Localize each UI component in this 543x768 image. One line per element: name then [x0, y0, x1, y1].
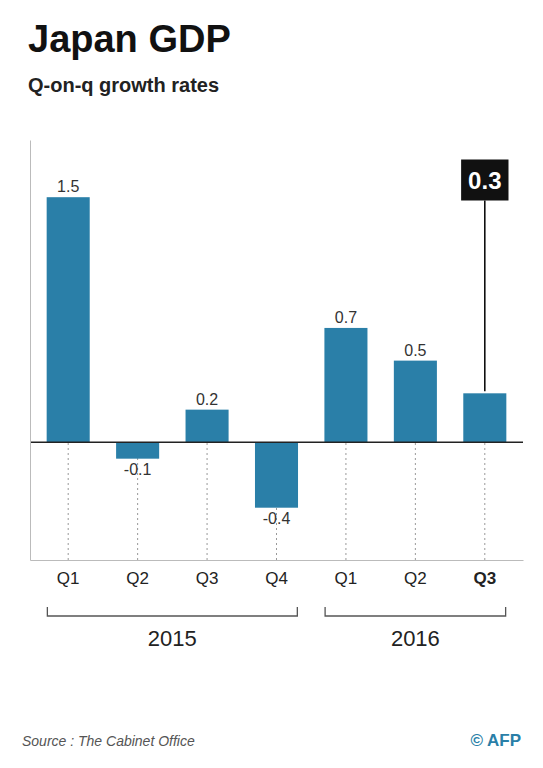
- data-label: 0.5: [404, 342, 426, 359]
- zero-line: [30, 442, 523, 444]
- x-tick-label: Q2: [126, 569, 149, 588]
- x-tick: Q2: [404, 560, 427, 588]
- x-tick-label: Q1: [57, 569, 80, 588]
- guide-line: [68, 442, 69, 560]
- bar: [47, 197, 90, 442]
- bar: [394, 361, 437, 443]
- group-bracket: [325, 607, 506, 616]
- bar: [324, 328, 367, 442]
- group-bracket: [47, 607, 297, 616]
- credit: © AFP: [470, 731, 521, 750]
- x-tick: Q3: [196, 560, 219, 588]
- x-tick: Q3: [473, 560, 496, 588]
- guide-line: [207, 442, 208, 560]
- source: Source : The Cabinet Office: [22, 733, 195, 749]
- data-label: 0.2: [196, 391, 218, 408]
- subtitle: Q-on-q growth rates: [28, 74, 219, 96]
- group-label: 2015: [148, 626, 197, 651]
- data-label: 0.3: [468, 167, 501, 194]
- chart: Japan GDP Q-on-q growth rates Q1 Q2 Q3 Q4 Q1 Q2…: [0, 0, 543, 768]
- x-tick-label: Q3: [196, 569, 219, 588]
- y-axis-line: [30, 141, 31, 561]
- x-tick-label: Q3: [473, 569, 496, 588]
- data-label: 1.5: [57, 178, 79, 195]
- group-label: 2016: [391, 626, 440, 651]
- x-tick: Q2: [126, 560, 149, 588]
- bar: [255, 442, 298, 507]
- highlight-label: 0.3: [461, 160, 508, 392]
- data-label: -0.1: [124, 461, 152, 478]
- x-tick: Q4: [265, 560, 288, 588]
- x-axis-line: [31, 560, 524, 561]
- label-connector: [484, 201, 486, 392]
- category-groups: 2015 2016: [47, 607, 505, 651]
- x-tick-label: Q2: [404, 569, 427, 588]
- guide-line: [484, 442, 485, 560]
- label-box: [461, 160, 508, 201]
- data-labels: 1.5 -0.1 0.2 -0.4 0.7 0.5 0.3: [57, 160, 508, 527]
- guides: [68, 442, 485, 560]
- x-tick: Q1: [335, 560, 358, 588]
- x-axis: Q1 Q2 Q3 Q4 Q1 Q2 Q3: [31, 560, 524, 588]
- bar: [463, 393, 506, 442]
- data-label: 0.7: [335, 309, 357, 326]
- title: Japan GDP: [28, 18, 231, 60]
- guide-line: [415, 442, 416, 560]
- data-label: -0.4: [263, 510, 291, 527]
- y-axis: [30, 141, 31, 561]
- guide-line: [345, 442, 346, 560]
- x-tick-label: Q4: [265, 569, 288, 588]
- bar: [116, 442, 159, 458]
- x-tick: Q1: [57, 560, 80, 588]
- bars: [47, 197, 507, 508]
- bar: [186, 410, 229, 443]
- x-tick-label: Q1: [335, 569, 358, 588]
